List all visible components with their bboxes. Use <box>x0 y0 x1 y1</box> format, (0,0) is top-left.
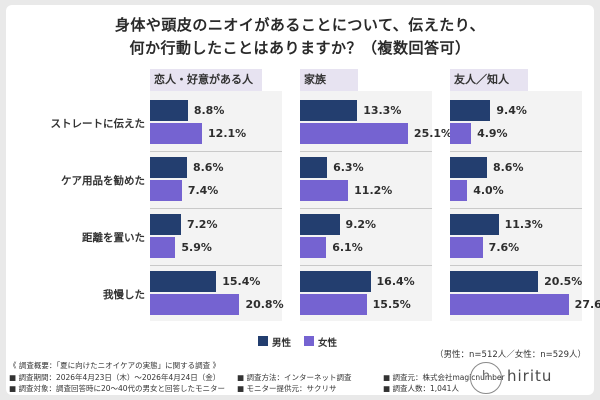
bar-female <box>150 237 176 258</box>
category-label: ストレートに伝えた <box>50 118 146 130</box>
chart-title-line1: 身体や頭皮のニオイがあることについて、伝えたり、 <box>114 16 486 34</box>
data-label: 11.3% <box>504 218 543 231</box>
sample-size-note: （男性：n=512人／女性：n=529人） <box>435 350 586 360</box>
bar-female <box>300 237 327 258</box>
bar-male <box>450 214 499 235</box>
panel-header: 家族 <box>300 69 358 91</box>
bar-male <box>300 157 328 178</box>
data-label: 8.8% <box>193 104 225 117</box>
category-label: ケア用品を勧めた <box>61 175 145 187</box>
bar-female <box>450 123 472 144</box>
data-label: 25.1% <box>413 127 453 140</box>
bar-male <box>450 100 491 121</box>
data-label: 5.9% <box>181 241 212 254</box>
data-label: 16.4% <box>376 275 415 288</box>
survey-name: 《 調査概要：「夏に向けたニオイケアの実態」に関する調査 》 <box>9 361 221 370</box>
data-label: 9.2% <box>345 218 377 231</box>
data-label: 8.6% <box>492 161 524 174</box>
data-label: 8.6% <box>192 161 224 174</box>
data-label: 13.3% <box>363 104 402 117</box>
category-label: 我慢した <box>103 289 145 301</box>
survey-organizer: ■ 調査元：株式会社magicnumber <box>383 372 505 382</box>
bar-male <box>300 100 358 121</box>
bar-male <box>450 157 487 178</box>
data-label: 11.2% <box>354 184 393 197</box>
data-label: 12.1% <box>208 127 247 140</box>
row-separator <box>300 265 432 266</box>
bar-female <box>450 180 468 201</box>
data-label: 4.9% <box>477 127 508 140</box>
data-label: 15.4% <box>222 275 261 288</box>
logo-letter: h <box>481 369 491 384</box>
bar-male <box>150 100 188 121</box>
legend-swatch-female <box>304 336 314 346</box>
bar-male <box>150 271 217 292</box>
bar-female <box>300 294 367 315</box>
data-label: 7.4% <box>187 184 219 197</box>
panel-header: 友人／知人 <box>450 69 528 91</box>
data-label: 4.0% <box>473 184 504 197</box>
survey-period: ■ 調査期間：2026年4月23日（木）～2026年4月24日（金） <box>9 372 221 382</box>
data-label: 20.5% <box>544 275 583 288</box>
data-label: 9.4% <box>496 104 527 117</box>
data-label: 27.6% <box>574 298 600 311</box>
data-label: 20.8% <box>245 298 284 311</box>
bar-female <box>450 294 569 315</box>
bar-female <box>450 237 483 258</box>
row-separator <box>150 208 282 209</box>
chart-title-line2: 何か行動したことはありますか？（複数回答可） <box>129 39 471 57</box>
panel-header: 恋人・好意がある人 <box>150 69 262 91</box>
survey-target: ■ 調査対象：調査回答時に20～40代の男女と回答したモニター <box>9 384 226 393</box>
bar-male <box>150 157 187 178</box>
data-label: 6.1% <box>332 241 363 254</box>
bar-male <box>300 271 371 292</box>
row-separator <box>450 265 582 266</box>
row-separator <box>300 208 432 209</box>
row-separator <box>150 151 282 152</box>
data-label: 6.3% <box>333 161 364 174</box>
legend-label-female: 女性 <box>318 338 338 349</box>
row-separator <box>300 151 432 152</box>
survey-respondents: ■ 調査人数：1,041人 <box>383 384 459 393</box>
data-label: 7.6% <box>488 241 520 254</box>
bar-female <box>300 123 408 144</box>
legend-swatch-male <box>258 336 268 346</box>
bar-male <box>450 271 539 292</box>
category-label: 距離を置いた <box>82 232 145 244</box>
bar-male <box>150 214 181 235</box>
bar-female <box>150 180 182 201</box>
survey-method: ■ 調査方法：インターネット調査 <box>237 372 352 382</box>
data-label: 7.2% <box>186 218 218 231</box>
bar-female <box>150 294 240 315</box>
brand-logo-icon: h <box>470 362 502 394</box>
legend-label-male: 男性 <box>272 338 292 349</box>
brand-name: hiritu <box>507 367 553 385</box>
row-separator <box>450 151 582 152</box>
row-separator <box>450 208 582 209</box>
survey-provider: ■ モニター提供元：サクリサ <box>237 384 337 393</box>
survey-footer: 《 調査概要：「夏に向けたニオイケアの実態」に関する調査 》 ■ 調査期間：20… <box>9 360 505 395</box>
bar-female <box>150 123 203 144</box>
row-separator <box>150 265 282 266</box>
bar-male <box>300 214 340 235</box>
data-label: 15.5% <box>372 298 411 311</box>
bar-female <box>300 180 349 201</box>
